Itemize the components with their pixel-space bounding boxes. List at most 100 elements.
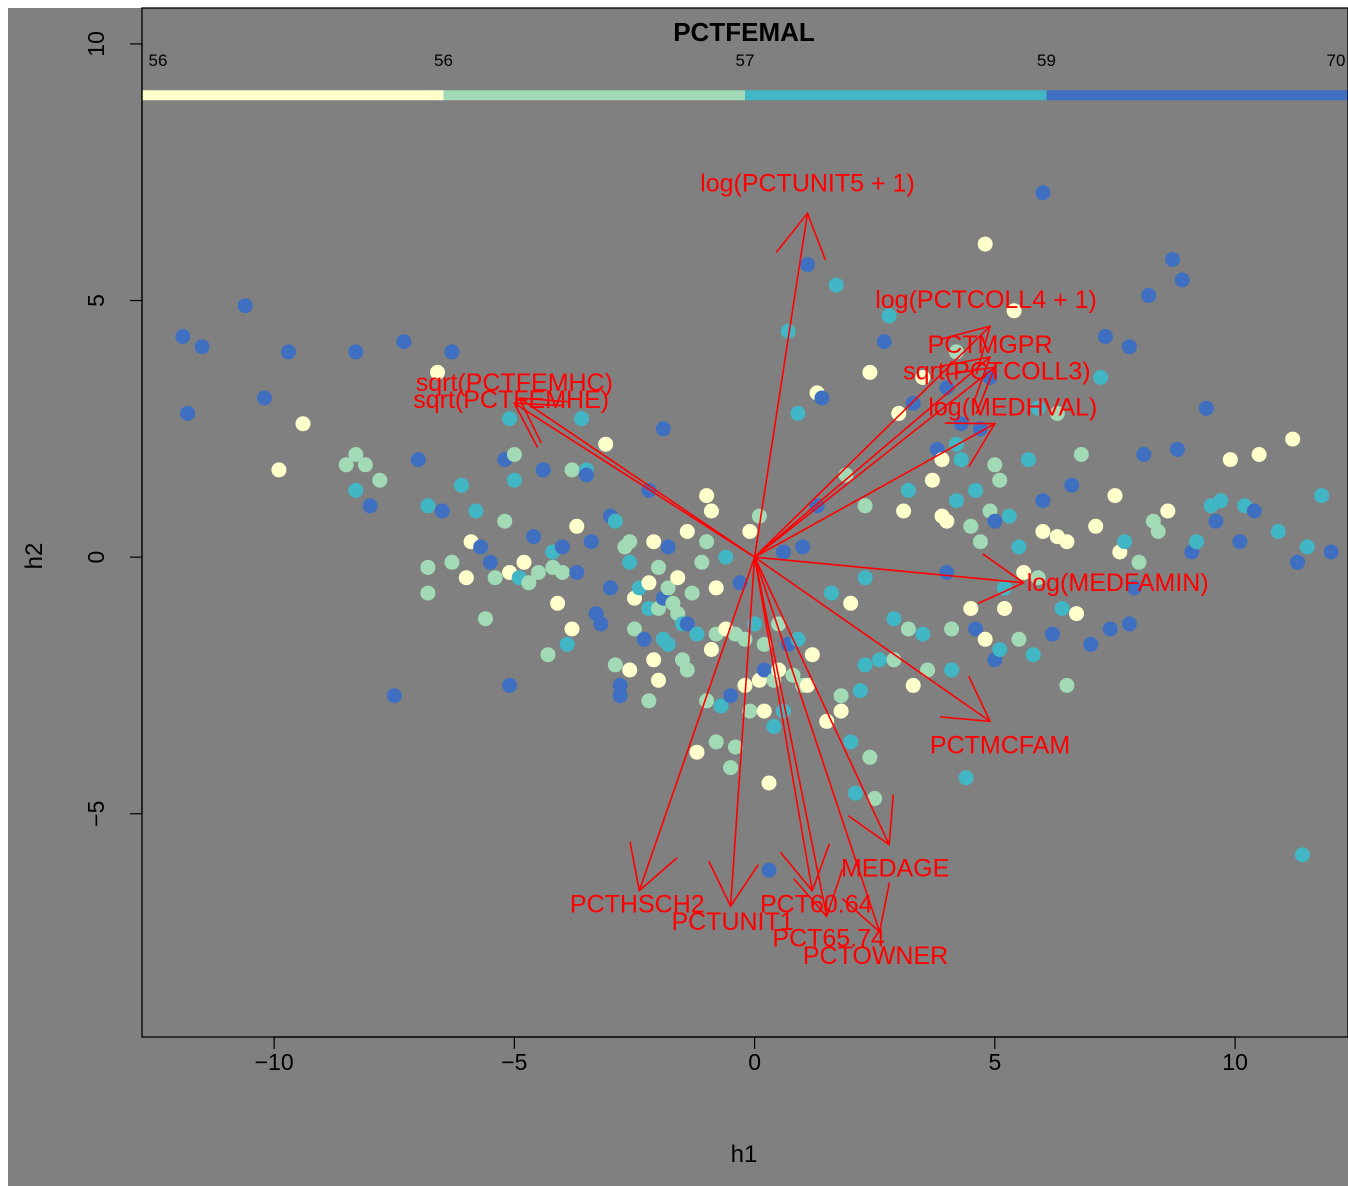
data-point [1121, 616, 1137, 632]
data-point [751, 508, 767, 524]
data-point [718, 549, 734, 565]
data-point [848, 785, 863, 801]
data-point [1035, 493, 1051, 509]
data-point [713, 698, 729, 714]
data-point [1107, 488, 1123, 504]
data-point [1251, 447, 1267, 462]
data-points [175, 185, 1339, 878]
data-point [1083, 636, 1099, 652]
data-point [694, 554, 710, 570]
vector-arrow-head [775, 211, 827, 261]
vector-arrow-head [940, 355, 992, 405]
data-point [670, 570, 686, 586]
data-point [506, 472, 522, 488]
vector-label: log(MEDFAMIN) [1027, 569, 1209, 597]
data-point [1290, 554, 1305, 570]
data-point [689, 744, 705, 760]
loading-vector: log(MEDFAMIN) [754, 553, 1209, 605]
vector-arrow-shaft [753, 556, 828, 917]
vector-label: PCT65.74 [772, 924, 885, 952]
x-tick-label: −10 [255, 1049, 294, 1075]
data-point [612, 688, 628, 704]
data-point [737, 631, 753, 647]
data-point [1323, 544, 1339, 560]
vector-arrow-shaft [729, 557, 756, 907]
data-point [516, 554, 532, 570]
data-point [843, 734, 859, 750]
loading-vector: PCT65.74 [753, 556, 885, 952]
y-axis: −5 0 5 10 [83, 31, 143, 827]
vector-arrow-shaft [753, 213, 809, 558]
data-point [574, 411, 590, 427]
data-point [761, 775, 777, 791]
data-point [756, 662, 772, 678]
data-point [977, 631, 993, 647]
vector-label: sqrt(PCTFEMHE) [413, 386, 609, 414]
data-point [569, 518, 585, 534]
data-point [396, 334, 412, 350]
data-point [1222, 452, 1238, 468]
data-point [1011, 631, 1027, 647]
data-point [569, 565, 585, 580]
data-point [679, 616, 695, 632]
data-point [1059, 534, 1075, 550]
data-point [886, 611, 902, 627]
data-point [944, 662, 960, 678]
vector-arrow-head [847, 794, 895, 847]
data-point [723, 760, 739, 776]
data-point [1030, 400, 1046, 416]
data-point [348, 447, 364, 462]
data-point [348, 344, 364, 360]
data-point [809, 498, 825, 514]
data-point [1054, 601, 1070, 616]
data-point [862, 749, 878, 765]
data-point [833, 703, 849, 719]
chart-title: PCTFEMAL [673, 17, 815, 47]
data-point [881, 308, 897, 324]
data-point [761, 862, 777, 878]
top-tick-label: 56 [149, 51, 168, 70]
data-point [997, 580, 1012, 596]
data-point [506, 447, 522, 462]
data-point [1294, 847, 1310, 863]
data-point [1189, 534, 1205, 550]
data-point [646, 652, 662, 668]
data-point [699, 488, 715, 504]
data-point [1314, 488, 1330, 504]
data-point [1121, 339, 1137, 355]
data-point [497, 513, 513, 529]
data-point [920, 662, 936, 678]
data-point [627, 621, 642, 637]
data-point [699, 534, 715, 550]
data-point [362, 498, 378, 514]
data-point [756, 636, 772, 652]
data-point [622, 662, 638, 678]
data-point [857, 657, 873, 673]
data-point [651, 559, 666, 575]
data-point [583, 534, 599, 550]
vector-label: PCTMGPR [928, 331, 1053, 359]
data-point [679, 524, 695, 539]
data-point [660, 580, 676, 596]
data-point [800, 257, 815, 273]
data-point [703, 642, 719, 657]
data-point [1035, 524, 1051, 539]
data-point [900, 482, 916, 498]
data-point [824, 585, 839, 601]
loading-vector: log(MEDHVAL) [754, 394, 1097, 558]
data-point [521, 575, 537, 591]
data-point [420, 498, 436, 514]
data-point [1174, 272, 1190, 288]
data-point [502, 677, 518, 693]
data-point [684, 585, 700, 601]
data-point [420, 585, 436, 601]
y-tick-label: 10 [83, 31, 109, 57]
data-point [972, 534, 988, 550]
data-point [1131, 554, 1147, 570]
data-point [872, 652, 887, 668]
vector-arrow-shaft [518, 397, 756, 558]
data-point [641, 693, 657, 709]
data-point [348, 482, 364, 498]
data-point [795, 539, 811, 555]
